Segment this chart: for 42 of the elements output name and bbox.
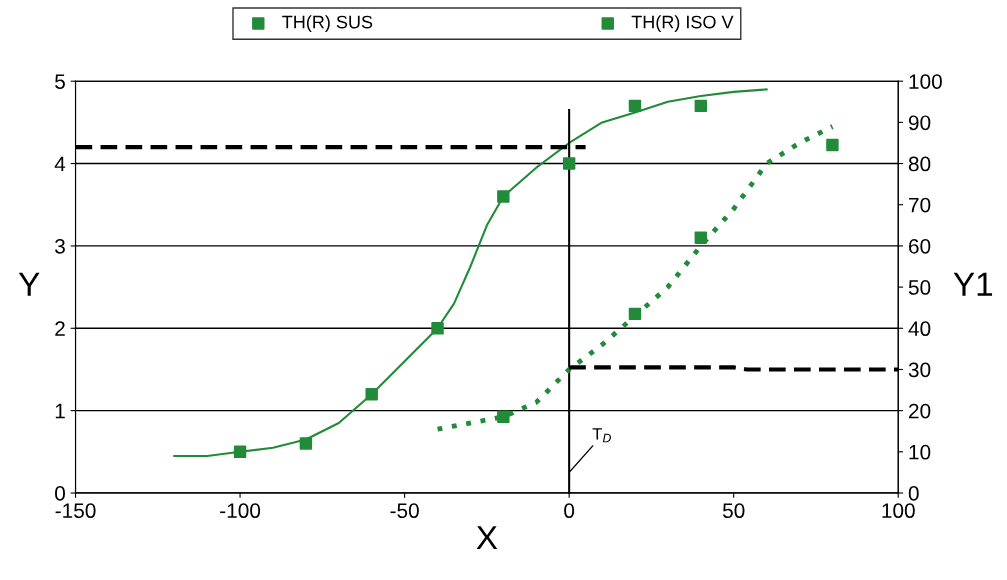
point <box>826 138 839 152</box>
point <box>628 99 642 113</box>
y-tick-label: 0 <box>55 486 65 501</box>
point <box>497 190 510 203</box>
y2-tick-label: 30 <box>908 362 931 378</box>
line-series <box>173 88 768 457</box>
y2-tick-label: 50 <box>908 280 931 295</box>
y2-tick-label: 80 <box>908 156 931 172</box>
y-tick-label: 1 <box>55 403 65 419</box>
point <box>562 157 576 170</box>
y2-tick-label: 10 <box>909 444 931 460</box>
x-tick-label: 100 <box>882 503 915 519</box>
point <box>299 437 313 450</box>
point <box>628 307 642 321</box>
y-tick-label: 4 <box>54 156 66 172</box>
x-tick-label: 50 <box>722 503 745 519</box>
y2-tick-label: 0 <box>908 486 919 501</box>
y2-tick-label: 20 <box>909 403 931 419</box>
y2-tick-label: 60 <box>909 238 931 254</box>
y2-tick-label: 70 <box>909 197 931 213</box>
y-tick-label: 5 <box>55 74 65 89</box>
annotation: T$_{D}$ <box>592 428 611 443</box>
y2-tick-label: 100 <box>909 74 942 89</box>
y2-tick-label: 40 <box>908 321 931 337</box>
y2-axis-title: Y1 <box>953 272 993 296</box>
x-tick-label: 0 <box>564 503 575 519</box>
point <box>233 445 247 459</box>
y2-tick-label: 90 <box>908 115 931 131</box>
x-axis-title: X <box>476 526 498 550</box>
point <box>365 387 378 401</box>
y-tick-label: 3 <box>55 238 65 254</box>
point <box>694 231 708 244</box>
x-tick-label: -150 <box>55 503 96 519</box>
legend-label: TH(R) ISO V <box>631 15 734 32</box>
point <box>431 322 444 335</box>
y-tick-label: 2 <box>55 321 65 336</box>
legend-label: TH(R) SUS <box>282 15 373 32</box>
x-tick-label: -100 <box>220 503 261 519</box>
point <box>497 410 510 424</box>
x-tick-label: -50 <box>390 503 419 519</box>
point <box>694 99 708 113</box>
y-axis-title: Y <box>18 272 40 296</box>
